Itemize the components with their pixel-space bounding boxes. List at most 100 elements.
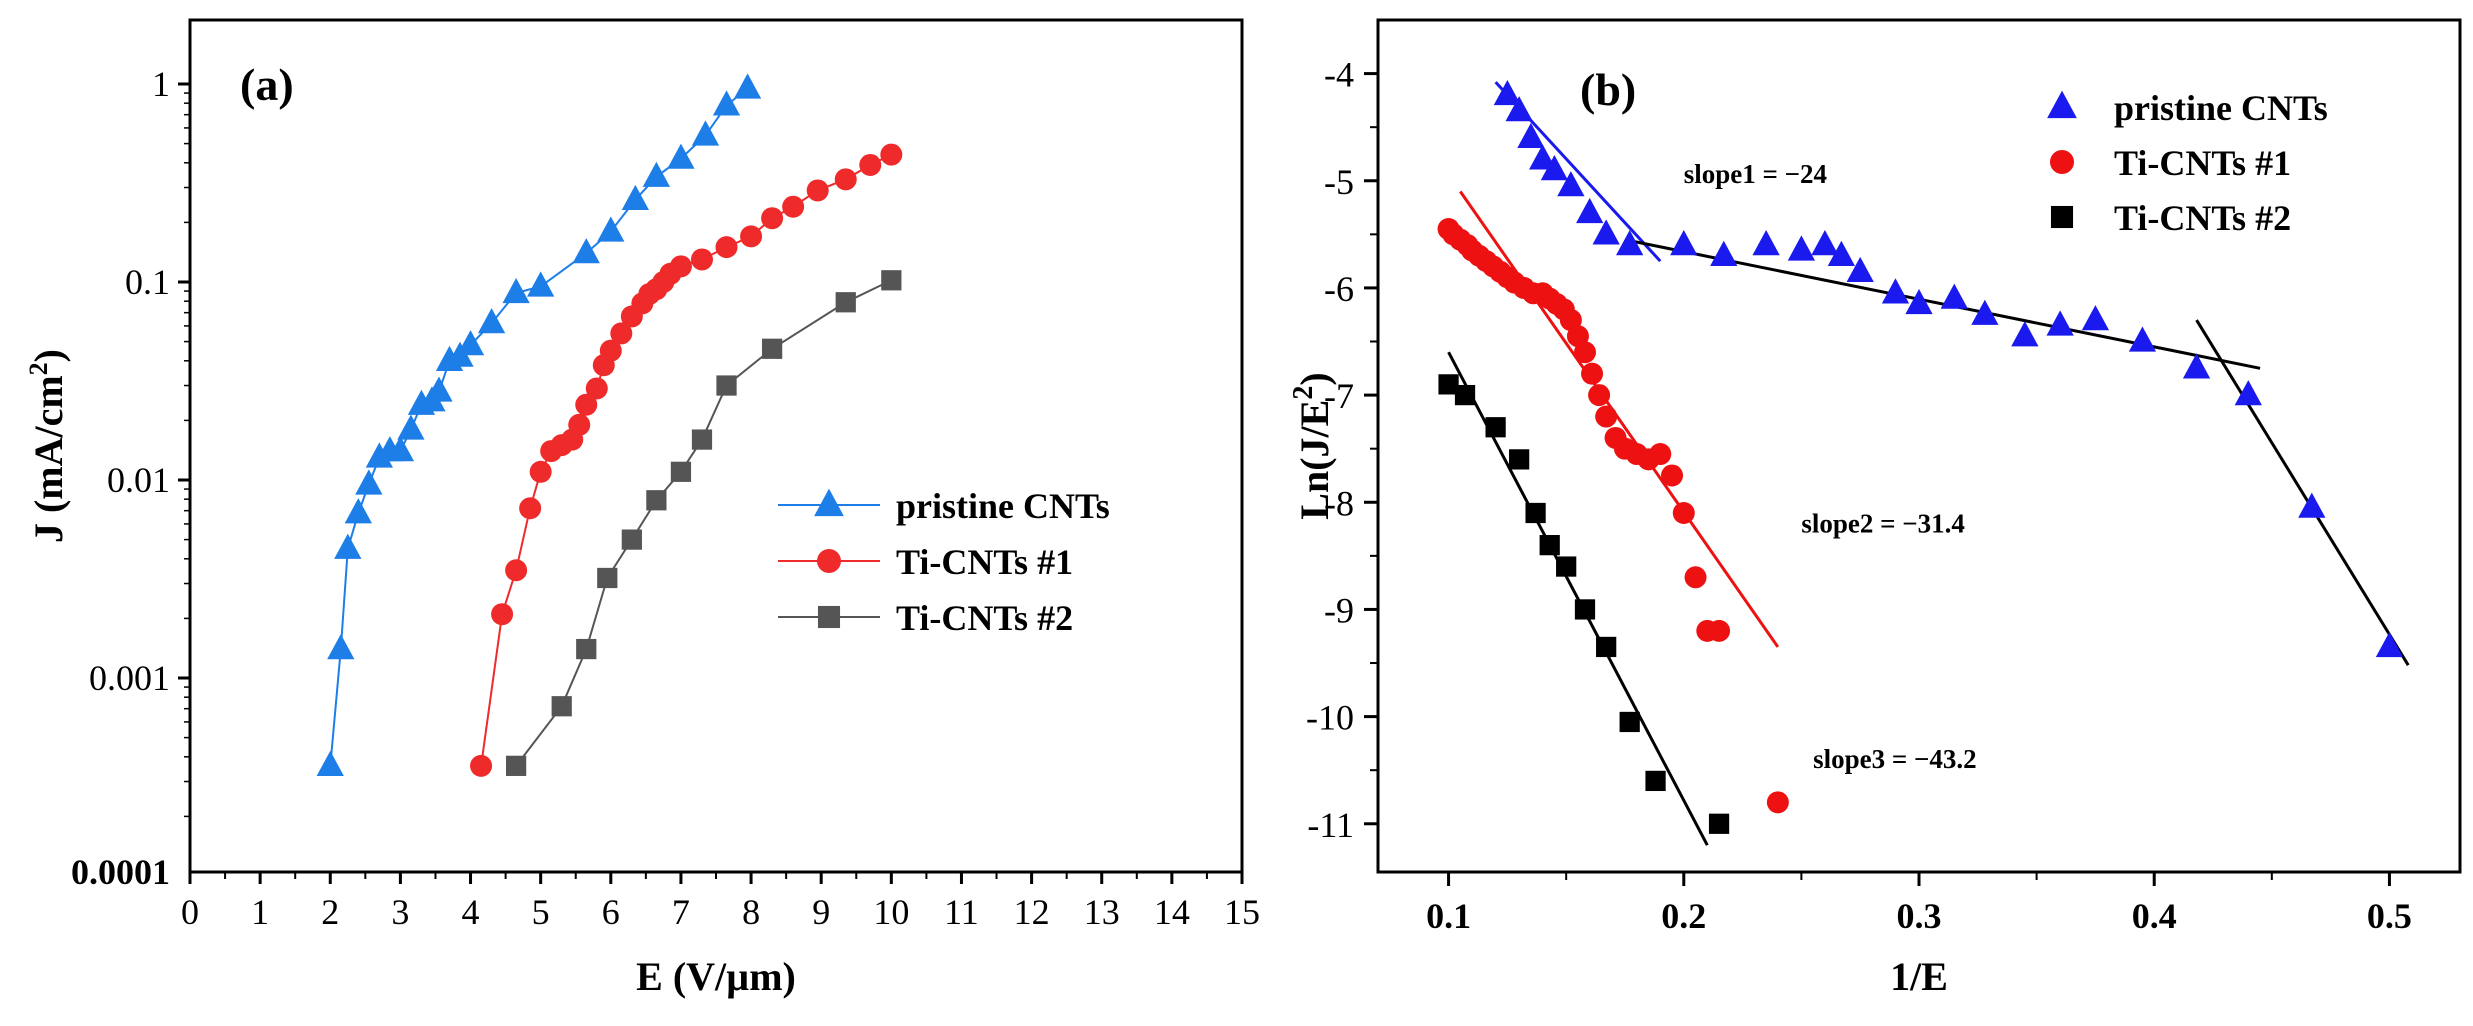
- panel-b-y-tick-label: -6: [1324, 269, 1354, 309]
- panel-a-x-tick-label: 10: [873, 892, 909, 932]
- panel-a-ti-cnts-1-point: [880, 143, 903, 166]
- panel-a-ti-cnts-1-point: [761, 207, 784, 230]
- panel-a-ti-cnts-2-point: [670, 461, 692, 482]
- panel-a-pristine-cnts-point: [425, 376, 453, 402]
- panel-a-pristine-cnts-point: [334, 533, 362, 559]
- panel-b-pristine-cnts-point: [1517, 122, 1545, 149]
- panel-b-pristine-cnts-point: [1505, 96, 1533, 122]
- panel-a-ti-cnts-1-point: [859, 153, 882, 176]
- panel-b-pristine-cnts-point: [1592, 219, 1620, 245]
- panel-b-ti-cnts-2-point: [1539, 535, 1560, 556]
- panel-a-ti-cnts-2-point: [835, 292, 856, 313]
- panel-a-x-tick-label: 15: [1224, 892, 1260, 932]
- panel-b-y-tick-label: -11: [1307, 805, 1354, 845]
- panel-b-y-tick-label: -8: [1324, 483, 1354, 523]
- panel-b-chart: (b) 1/E Ln(J/E2) 0.1 0.2 0.3 0.4 0.5 -4-5-6-…: [1288, 18, 2462, 999]
- panel-a-y-tick-label: 0.1: [125, 262, 170, 302]
- panel-a-ti-cnts-1-point: [505, 559, 528, 582]
- panel-b-pristine-cnts-point: [1811, 230, 1839, 256]
- panel-b-ti-cnts-1-point: [1661, 464, 1684, 487]
- panel-b-x-ticks: 0.1 0.2 0.3 0.4 0.5: [1426, 872, 2412, 936]
- panel-b-pristine-cnts-point: [2128, 326, 2157, 352]
- panel-b-legend-marker: [2047, 90, 2077, 119]
- panel-b-x-tick-label: 0.2: [1661, 896, 1706, 936]
- panel-a-legend: pristine CNTs Ti-CNTs #1 Ti-CNTs #2: [778, 486, 1110, 638]
- panel-a-ti-cnts-1-point: [715, 236, 738, 259]
- panel-b-x-tick-label: 0.1: [1426, 896, 1471, 936]
- panel-a-ti-cnts-1-point: [470, 754, 493, 777]
- panel-b-pristine-cnts-point: [1670, 230, 1698, 256]
- panel-a-pristine-cnts-point: [572, 238, 600, 264]
- panel-b-pristine-cnts-point: [2011, 321, 2039, 347]
- panel-a-y-tick-label: 0.01: [107, 460, 170, 500]
- panel-b-x-tick-label: 0.3: [1897, 896, 1942, 936]
- panel-a-pristine-cnts-line: [329, 87, 749, 766]
- panel-b-ti-cnts-2-point: [1556, 556, 1577, 577]
- panel-a-pristine-cnts-point: [316, 750, 344, 777]
- panel-a-ti-cnts-1-point: [585, 377, 608, 400]
- panel-a-legend-label: pristine CNTs: [896, 486, 1110, 526]
- panel-a-ti-cnts-2-point: [646, 490, 667, 511]
- panel-b-slope-annotation: slope3 = −43.2: [1813, 744, 1977, 774]
- panel-a-ti-cnts-2-point: [597, 567, 618, 589]
- panel-a-ti-cnts-1-point: [782, 195, 805, 218]
- panel-b-ti-cnts-1-point: [1766, 791, 1789, 814]
- panel-b-pristine-cnts-point: [2081, 305, 2110, 331]
- panel-b-slope-annotation: slope2 = −31.4: [1801, 508, 1965, 538]
- panel-a-ti-cnts-1-point: [575, 393, 598, 416]
- panel-b-legend-marker: [2050, 205, 2074, 229]
- panel-a-ti-cnts-1-point: [610, 322, 633, 345]
- panel-a-x-tick-label: 14: [1154, 892, 1190, 932]
- panel-b-pristine-cnts-point: [1827, 240, 1856, 266]
- panel-b-pristine-cnts-point: [1616, 230, 1644, 256]
- panel-b-x-tick-label: 0.4: [2132, 896, 2177, 936]
- panel-b-ti-cnts-1-point: [1684, 566, 1707, 589]
- panel-a-ti-cnts-1-line: [480, 153, 892, 767]
- panel-b-slope-annotation: slope1 = −24: [1684, 159, 1827, 189]
- panel-b-pristine-cnts-point: [1787, 235, 1816, 261]
- panel-b-ti-cnts-2-point: [1509, 449, 1530, 470]
- panel-a-legend-marker: [817, 549, 841, 573]
- panel-a-x-tick-label: 2: [321, 892, 339, 932]
- panel-a-label: (a): [240, 59, 294, 110]
- panel-a-ti-cnts-2-line: [515, 279, 892, 767]
- panel-b-y-tick-label: -4: [1324, 55, 1354, 95]
- panel-b-fit-line: [2195, 319, 2410, 666]
- panel-a-ti-cnts-1-point: [529, 460, 552, 483]
- panel-a-legend-marker: [814, 488, 844, 517]
- panel-a-pristine-cnts-point: [733, 73, 762, 99]
- panel-a-pristine-cnts-point: [397, 414, 425, 440]
- panel-b-y-tick-label: -5: [1324, 162, 1354, 202]
- panel-a-x-tick-label: 11: [944, 892, 979, 932]
- panel-a-pristine-cnts-point: [597, 216, 625, 242]
- panel-b-pristine-cnts-point: [1710, 240, 1738, 266]
- panel-a-chart: (a) E (V/µm) J (mA/cm2) 0 1 2 3 4 5 6 7 8 9 10 11 12…: [24, 18, 1260, 999]
- panel-b-pristine-cnts-point: [2375, 631, 2404, 658]
- panel-a-pristine-cnts-point: [527, 271, 555, 297]
- panel-b-y-axis-label: Ln(J/E2): [1288, 372, 1337, 519]
- panel-b-pristine-cnts-point: [1576, 197, 1604, 224]
- panel-b-ti-cnts-2-point: [1454, 384, 1476, 406]
- panel-b-pristine-cnts-point: [2298, 492, 2326, 518]
- panel-b-y-tick-label: -7: [1324, 376, 1354, 416]
- panel-b-pristine-cnts-point: [1846, 256, 1874, 283]
- panel-a-x-tick-label: 9: [812, 892, 830, 932]
- panel-a-x-tick-label: 3: [391, 892, 409, 932]
- panel-b-ti-cnts-1-point: [1588, 384, 1611, 407]
- panel-a-pristine-cnts-point: [386, 436, 415, 462]
- panel-a-frame: [188, 18, 1244, 874]
- panel-a-ti-cnts-1-point: [669, 255, 692, 278]
- panel-a-ti-cnts-2-point: [691, 429, 713, 450]
- panel-b-y-tick-label: -9: [1324, 590, 1354, 630]
- panel-a-series: [316, 73, 903, 777]
- panel-a-pristine-cnts-point: [365, 442, 393, 468]
- panel-b-ti-cnts-2-point: [1708, 813, 1730, 834]
- panel-a-legend-label: Ti-CNTs #1: [896, 542, 1073, 582]
- panel-a-ti-cnts-2-point: [621, 529, 642, 550]
- panel-b-pristine-cnts-point: [1557, 171, 1585, 197]
- panel-a-legend-marker: [817, 605, 841, 629]
- panel-b-legend-marker: [2050, 150, 2074, 174]
- panel-a-y-tick-label: 0.0001: [71, 852, 170, 892]
- panel-a-pristine-cnts-point: [327, 634, 355, 660]
- panel-b-series: [1437, 80, 2404, 834]
